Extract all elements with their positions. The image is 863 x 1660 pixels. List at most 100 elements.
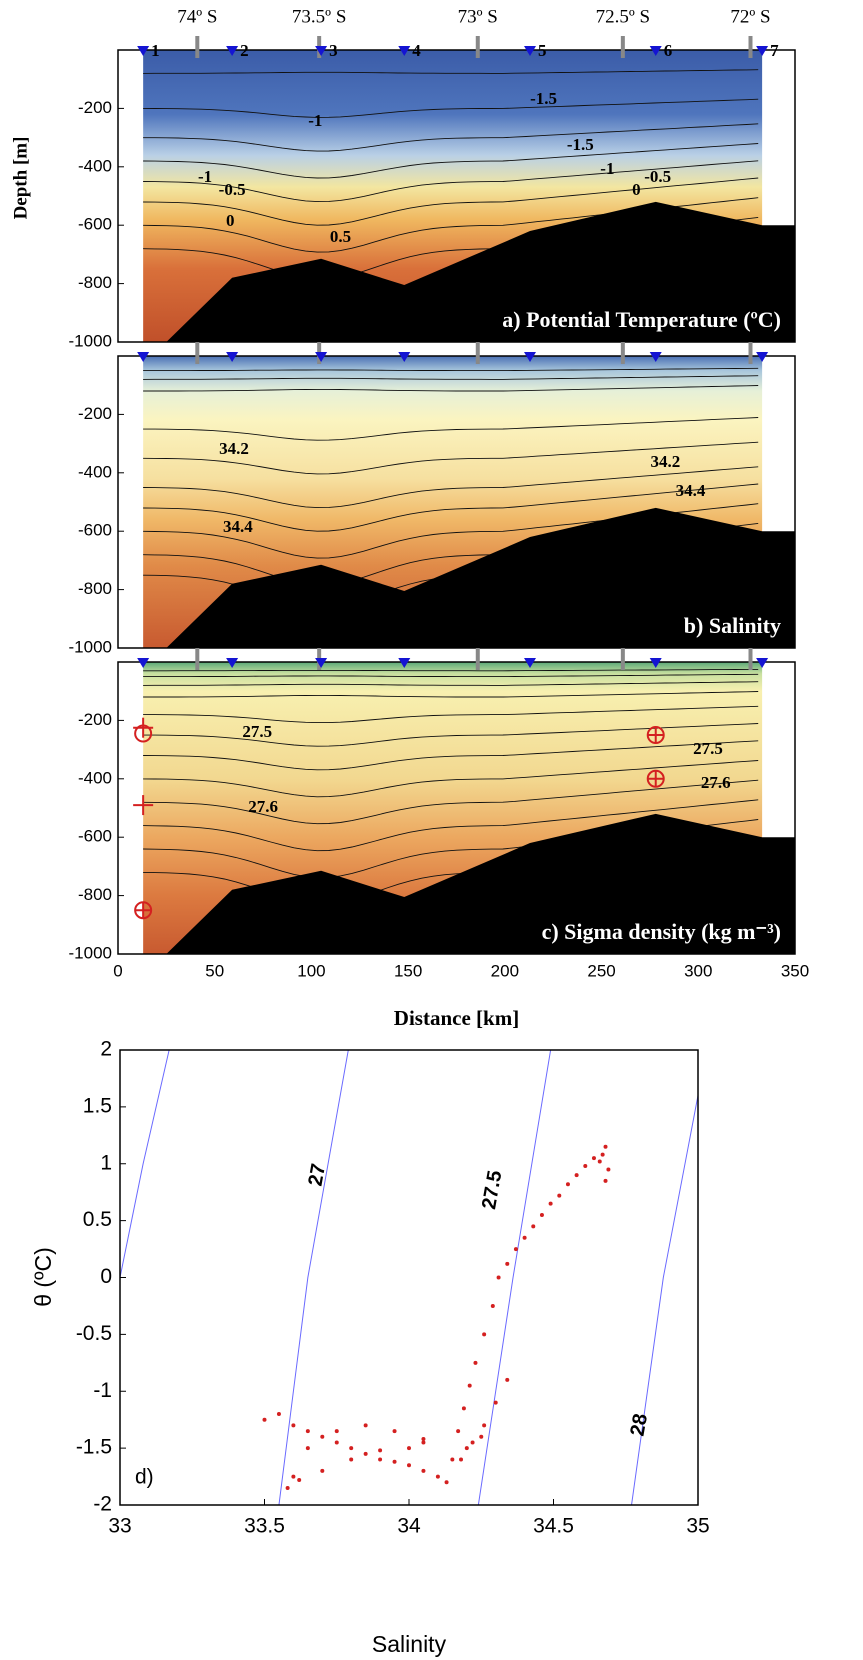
contour-label: 27.5 — [693, 739, 723, 758]
contour-line — [143, 691, 759, 698]
data-point — [363, 1451, 368, 1456]
y-tick-label: -800 — [78, 273, 112, 292]
data-point — [459, 1457, 464, 1462]
station-marker — [137, 46, 150, 56]
y-tick-label: -400 — [78, 462, 112, 481]
plot-area — [120, 1050, 698, 1505]
station-marker — [226, 352, 239, 362]
sample-marker — [134, 724, 153, 743]
data-point — [505, 1261, 510, 1266]
contour-label: -1 — [308, 111, 322, 130]
station-marker — [315, 46, 328, 56]
contour-line — [143, 466, 759, 509]
data-point — [482, 1332, 487, 1337]
bathymetry — [166, 813, 795, 954]
data-point — [557, 1193, 562, 1198]
data-point — [505, 1377, 510, 1382]
y-tick-label: -600 — [78, 215, 112, 234]
data-point — [539, 1212, 544, 1217]
station-marker — [524, 46, 537, 56]
y-tick-label: -600 — [78, 521, 112, 540]
station-marker — [226, 658, 239, 668]
x-axis-label: Salinity — [372, 1631, 447, 1657]
data-point — [464, 1446, 469, 1451]
x-tick-label: 35 — [686, 1515, 709, 1538]
x-tick-label: 33.5 — [244, 1515, 285, 1538]
contour-line — [143, 123, 759, 152]
y-tick-label: -1000 — [69, 943, 112, 962]
data-point — [320, 1468, 325, 1473]
contour-line — [143, 799, 759, 852]
contour-line — [143, 417, 759, 441]
data-point — [461, 1406, 466, 1411]
data-point — [496, 1275, 501, 1280]
sample-circle — [134, 724, 153, 743]
bathymetry — [166, 201, 795, 342]
contour-label: 34.4 — [223, 517, 253, 536]
latitude-label: 72.5º S — [596, 6, 650, 27]
isopycnal — [477, 1050, 552, 1505]
station-label: 5 — [538, 41, 547, 60]
x-tick-label: 34.5 — [533, 1515, 574, 1538]
station-label: 2 — [240, 41, 249, 60]
panel-title: c) Sigma density (kg m⁻³) — [542, 919, 781, 944]
plot-frame — [117, 661, 796, 955]
data-point — [450, 1457, 455, 1462]
station-marker — [756, 658, 769, 668]
y-tick-label: -200 — [78, 98, 112, 117]
plot-frame — [117, 355, 796, 649]
contour-line — [143, 779, 759, 825]
y-tick-label: -800 — [78, 579, 112, 598]
contour-label: 0.5 — [330, 227, 351, 246]
data-point — [565, 1182, 570, 1187]
data-point — [421, 1440, 426, 1445]
contour-line — [143, 69, 759, 74]
data-point — [291, 1423, 296, 1428]
data-point — [473, 1360, 478, 1365]
station-marker — [398, 46, 411, 56]
x-axis-label: Distance [km] — [394, 1006, 519, 1030]
y-axis-label: θ (ºC) — [30, 1247, 56, 1307]
y-tick-label: -1000 — [69, 331, 112, 350]
station-marker — [649, 352, 662, 362]
contour-label: -0.5 — [644, 167, 671, 186]
plot-frame — [119, 1049, 699, 1506]
isopycnal-label: 27 — [305, 1162, 331, 1188]
x-tick-label: 100 — [297, 961, 325, 980]
contour-line — [143, 385, 759, 392]
station-label: 6 — [664, 41, 673, 60]
sample-marker — [133, 795, 154, 816]
data-point — [392, 1459, 397, 1464]
contour-line — [143, 177, 759, 226]
data-point — [444, 1480, 449, 1485]
contour-label: 34.2 — [219, 439, 249, 458]
isopycnal — [120, 1050, 170, 1278]
sample-marker — [646, 726, 665, 744]
x-tick-label: 34 — [397, 1515, 421, 1538]
y-tick-label: -600 — [78, 827, 112, 846]
station-marker — [398, 352, 411, 362]
data-point — [548, 1201, 553, 1206]
station-marker — [398, 658, 411, 668]
contour-line — [143, 673, 759, 678]
contour-label: -1.5 — [567, 135, 594, 154]
y-tick-label: -1 — [93, 1379, 112, 1402]
data-point — [262, 1417, 267, 1422]
contour-line — [143, 143, 759, 179]
data-point — [305, 1446, 310, 1451]
contour-label: 27.6 — [248, 797, 278, 816]
data-point — [392, 1429, 397, 1434]
data-point — [421, 1468, 426, 1473]
station-marker — [226, 46, 239, 56]
contour-line — [143, 367, 759, 372]
contour-line — [143, 740, 759, 771]
data-point — [603, 1178, 608, 1183]
data-point — [334, 1429, 339, 1434]
data-point — [378, 1448, 383, 1453]
y-tick-label: -1.5 — [76, 1436, 112, 1459]
y-axis-label: Depth [m] — [10, 137, 31, 220]
data-point — [349, 1446, 354, 1451]
data-point — [583, 1164, 588, 1169]
isopycnal — [278, 1050, 349, 1505]
